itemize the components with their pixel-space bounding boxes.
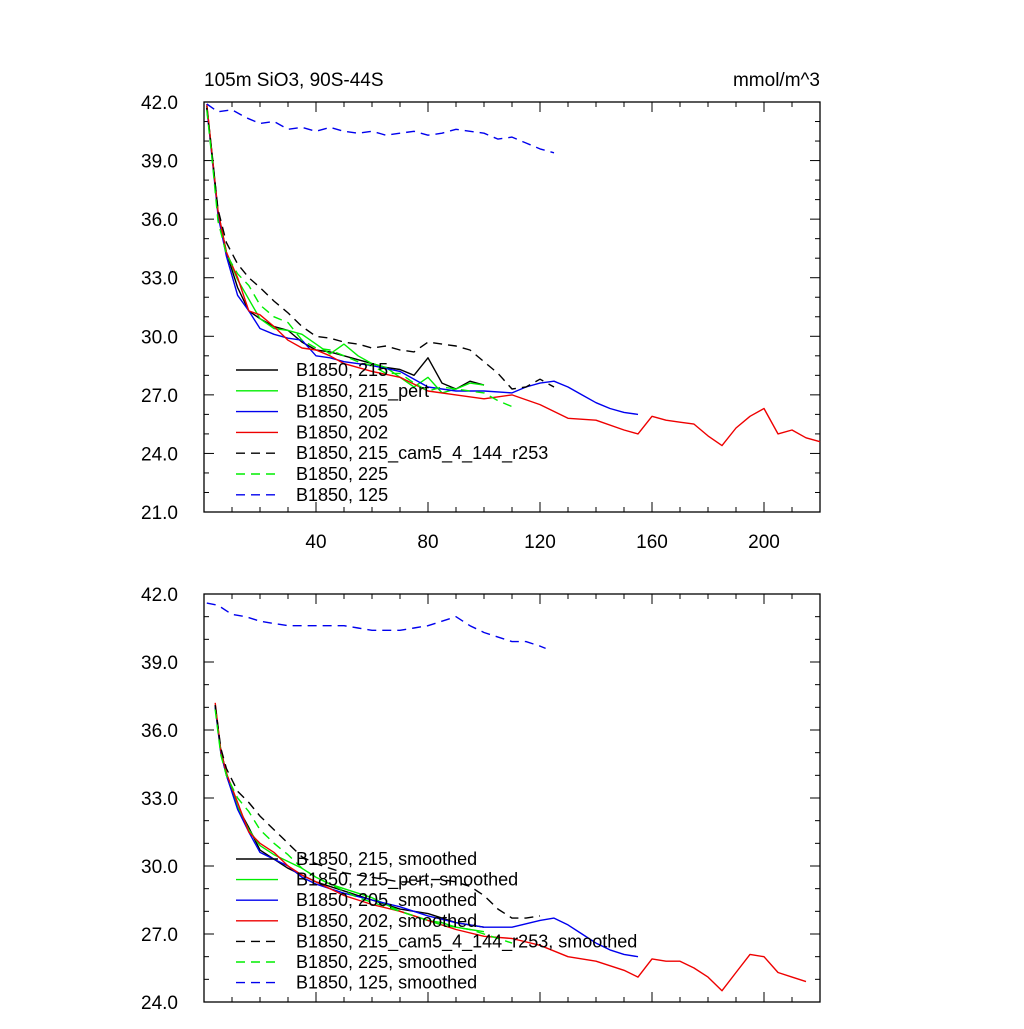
series-line: [206, 103, 821, 447]
series-line: [214, 702, 807, 992]
series-line: [214, 705, 541, 919]
legend-label: B1850, 215_cam5_4_144_r253, smoothed: [296, 931, 637, 952]
y-tick-label: 24.0: [141, 993, 178, 1014]
legend-label: B1850, 215_pert: [296, 381, 429, 402]
y-tick-label: 39.0: [141, 152, 178, 173]
y-tick-label: 39.0: [141, 653, 178, 674]
x-tick-label: 40: [305, 532, 326, 553]
x-tick-label: 80: [417, 532, 438, 553]
legend-label: B1850, 205, smoothed: [296, 890, 477, 910]
y-tick-label: 30.0: [141, 857, 178, 878]
x-tick-label: 120: [524, 532, 556, 553]
series-line: [206, 107, 639, 416]
y-tick-label: 42.0: [141, 585, 178, 606]
legend-label: B1850, 125, smoothed: [296, 973, 477, 993]
y-tick-label: 36.0: [141, 721, 178, 742]
series-line: [206, 602, 546, 650]
units-label: mmol/m^3: [733, 70, 820, 91]
legend-label: B1850, 225, smoothed: [296, 952, 477, 972]
x-tick-label: 160: [636, 532, 668, 553]
legend-label: B1850, 225: [296, 464, 388, 484]
y-tick-label: 33.0: [141, 269, 178, 290]
legend-label: B1850, 125: [296, 485, 388, 505]
y-tick-label: 27.0: [141, 925, 178, 946]
y-tick-label: 36.0: [141, 210, 178, 231]
legend-label: B1850, 205: [296, 402, 388, 422]
y-tick-label: 21.0: [141, 503, 178, 524]
y-tick-label: 42.0: [141, 93, 178, 114]
legend-label: B1850, 215, smoothed: [296, 849, 477, 869]
y-tick-label: 27.0: [141, 386, 178, 407]
y-tick-label: 30.0: [141, 327, 178, 348]
series-line: [206, 109, 513, 408]
legend-label: B1850, 202: [296, 422, 388, 442]
chart-panel-2: 24.0 27.0 30.0 33.0 36.0 39.0 42.0 B1850, 215, …: [141, 585, 821, 1014]
legend-label: B1850, 215_cam5_4_144_r253: [296, 443, 548, 464]
legend-label: B1850, 215_pert, smoothed: [296, 870, 518, 891]
legend-label: B1850, 215: [296, 360, 388, 380]
x-tick-label: 200: [748, 532, 780, 553]
series-line: [206, 105, 485, 390]
series-line: [206, 103, 555, 154]
legend-label: B1850, 202, smoothed: [296, 911, 477, 931]
chart-panel-1: 21.0 24.0 27.0 30.0 33.0 36.0 39.0 42.0 40 80 120 1…: [141, 93, 821, 553]
series-line: [214, 709, 513, 944]
series-line: [206, 105, 485, 394]
y-tick-label: 33.0: [141, 789, 178, 810]
chart-title: 105m SiO3, 90S-44S: [204, 70, 384, 91]
y-tick-label: 24.0: [141, 444, 178, 465]
series-line: [206, 107, 555, 390]
